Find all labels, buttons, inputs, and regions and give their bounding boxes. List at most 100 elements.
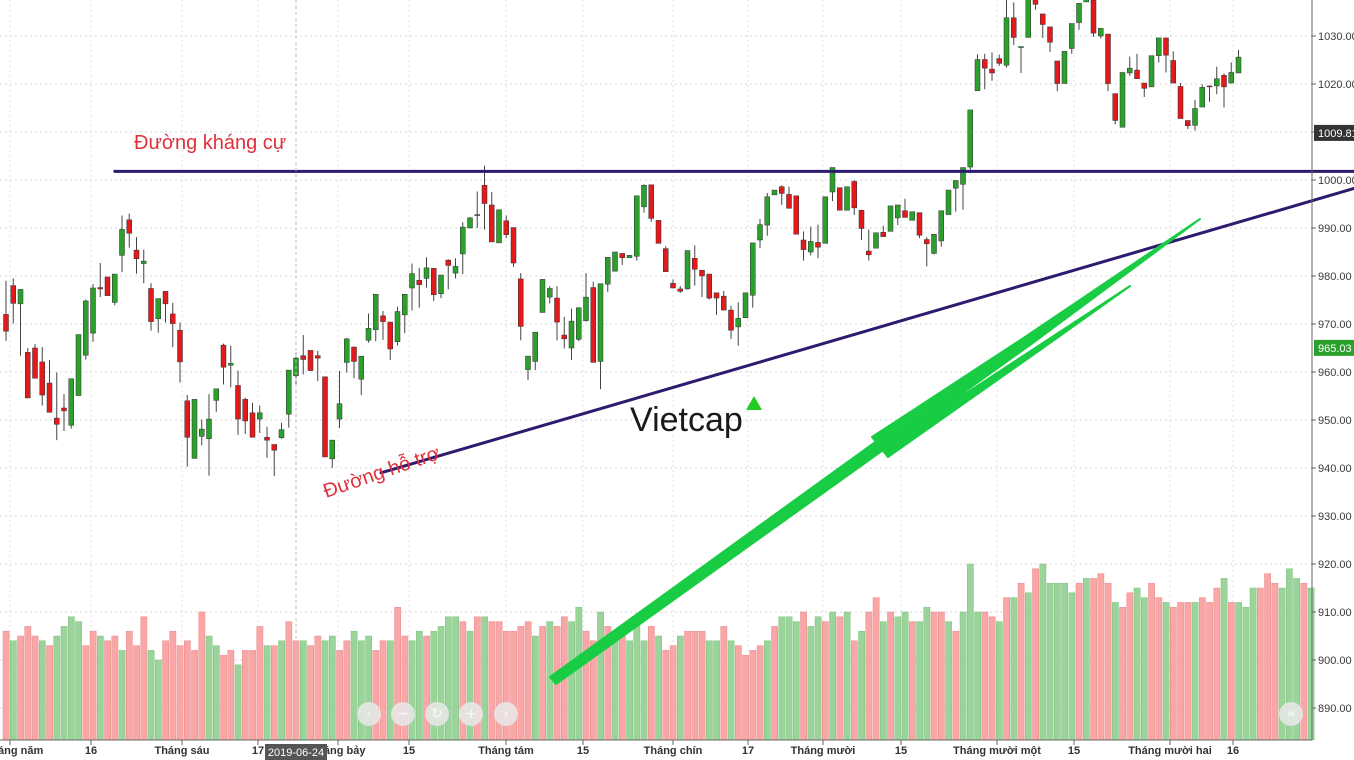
candle-down	[1112, 93, 1118, 121]
candle-up	[1098, 28, 1104, 37]
candle-up	[1119, 72, 1126, 128]
candle-up	[1156, 37, 1162, 56]
candle-down	[220, 344, 227, 368]
candle-up	[750, 242, 756, 296]
volume-bar	[814, 616, 822, 741]
volume-bar	[271, 645, 278, 741]
volume-bar	[735, 645, 742, 741]
candle-down	[699, 269, 705, 277]
chevron-right-icon[interactable]: ›	[494, 702, 518, 726]
candle-up	[771, 189, 778, 196]
candle-down	[713, 292, 720, 299]
price-tick-label: 910.00	[1318, 607, 1352, 619]
candle-up	[1192, 108, 1198, 126]
candle-up	[460, 226, 466, 255]
candle-down	[25, 352, 31, 399]
candle-down	[307, 350, 314, 371]
volume-bar	[1054, 582, 1061, 741]
candle-down	[916, 212, 923, 236]
candle-up	[141, 260, 147, 264]
candle-down	[315, 355, 321, 359]
volume-bar	[626, 640, 633, 741]
candle-down	[706, 273, 712, 299]
candle-down	[561, 334, 567, 340]
volume-bar	[184, 640, 191, 741]
candle-up	[873, 232, 879, 249]
volume-bar	[1191, 602, 1199, 741]
crosshair: 2019-06-24	[265, 0, 327, 760]
time-tick-label: 17	[742, 745, 754, 757]
candle-down	[1141, 82, 1147, 89]
volume-bar	[851, 640, 858, 741]
candle-down	[249, 412, 256, 438]
candle-down	[242, 399, 248, 422]
support-line	[379, 186, 1354, 475]
candle-up	[438, 274, 444, 295]
candle-down	[1047, 26, 1053, 43]
time-tick-label: 15	[895, 745, 907, 757]
candle-down	[996, 58, 1002, 64]
volume-bar	[793, 621, 800, 741]
volume-bar	[640, 640, 648, 741]
candle-down	[851, 181, 857, 209]
candle-up	[525, 355, 531, 370]
candle-up	[1199, 87, 1205, 108]
candle-down	[648, 184, 654, 219]
reset-icon[interactable]: ↻	[425, 702, 449, 726]
volume-bar	[865, 611, 873, 741]
volume-bar	[1032, 568, 1039, 741]
chevron-left-icon[interactable]: ‹	[357, 702, 381, 726]
fast-forward-icon[interactable]: »	[1279, 702, 1303, 726]
time-tick-label: Tháng chín	[644, 745, 703, 757]
candle-down	[3, 314, 9, 332]
candle-down	[1170, 60, 1176, 84]
candle-down	[126, 219, 132, 234]
candle-up	[409, 273, 415, 289]
price-tag-box	[1314, 339, 1354, 356]
volume-bar	[901, 611, 909, 741]
candle-up	[967, 109, 973, 168]
candle-down	[1177, 86, 1184, 119]
candle-down	[416, 280, 422, 285]
volume-bar	[1126, 592, 1134, 741]
price-tick-label: 890.00	[1318, 703, 1352, 715]
volume-bar	[263, 645, 271, 741]
candle-up	[329, 439, 335, 460]
candle-down	[655, 220, 662, 244]
time-tick-label: Tháng mười một	[953, 745, 1041, 757]
candle-up	[684, 250, 691, 290]
candle-up	[735, 317, 741, 328]
resistance-label: Đường kháng cự	[134, 132, 286, 154]
candle-up	[953, 180, 959, 189]
time-axis: áng năm 16 Tháng sáu 17 Tháng bảy 15 Tháng tám…	[0, 739, 1312, 757]
candle-down	[271, 444, 277, 451]
volume-bar	[176, 645, 184, 741]
price-axis: 890.00 900.00 910.00 920.00 930.00 940.00 950.…	[1311, 0, 1354, 740]
candle-down	[677, 288, 683, 292]
candle-down	[61, 407, 67, 412]
plus-icon[interactable]: +	[459, 702, 483, 726]
volume-bar	[75, 621, 82, 741]
volume-bar	[1083, 578, 1090, 741]
candle-down	[721, 295, 727, 311]
candle-up	[822, 196, 828, 244]
candle-down	[1221, 75, 1227, 88]
volume-bar	[684, 630, 691, 741]
volume-bar	[1046, 582, 1054, 741]
volume-bar	[111, 635, 119, 741]
volume-bar	[1133, 587, 1141, 741]
volume-bar	[677, 635, 684, 741]
volume-bar	[1206, 602, 1213, 741]
volume-bar	[771, 626, 778, 741]
price-tick-label: 960.00	[1318, 367, 1352, 379]
volume-bar	[278, 640, 285, 741]
candle-up	[641, 185, 647, 208]
volume-bar	[1271, 582, 1279, 741]
candle-up	[112, 273, 118, 303]
candle-up	[974, 59, 981, 91]
candle-up	[467, 217, 473, 229]
volume-bar	[1112, 602, 1119, 741]
candle-up	[286, 369, 292, 415]
candle-up	[344, 338, 350, 363]
minus-icon[interactable]: −	[391, 702, 415, 726]
